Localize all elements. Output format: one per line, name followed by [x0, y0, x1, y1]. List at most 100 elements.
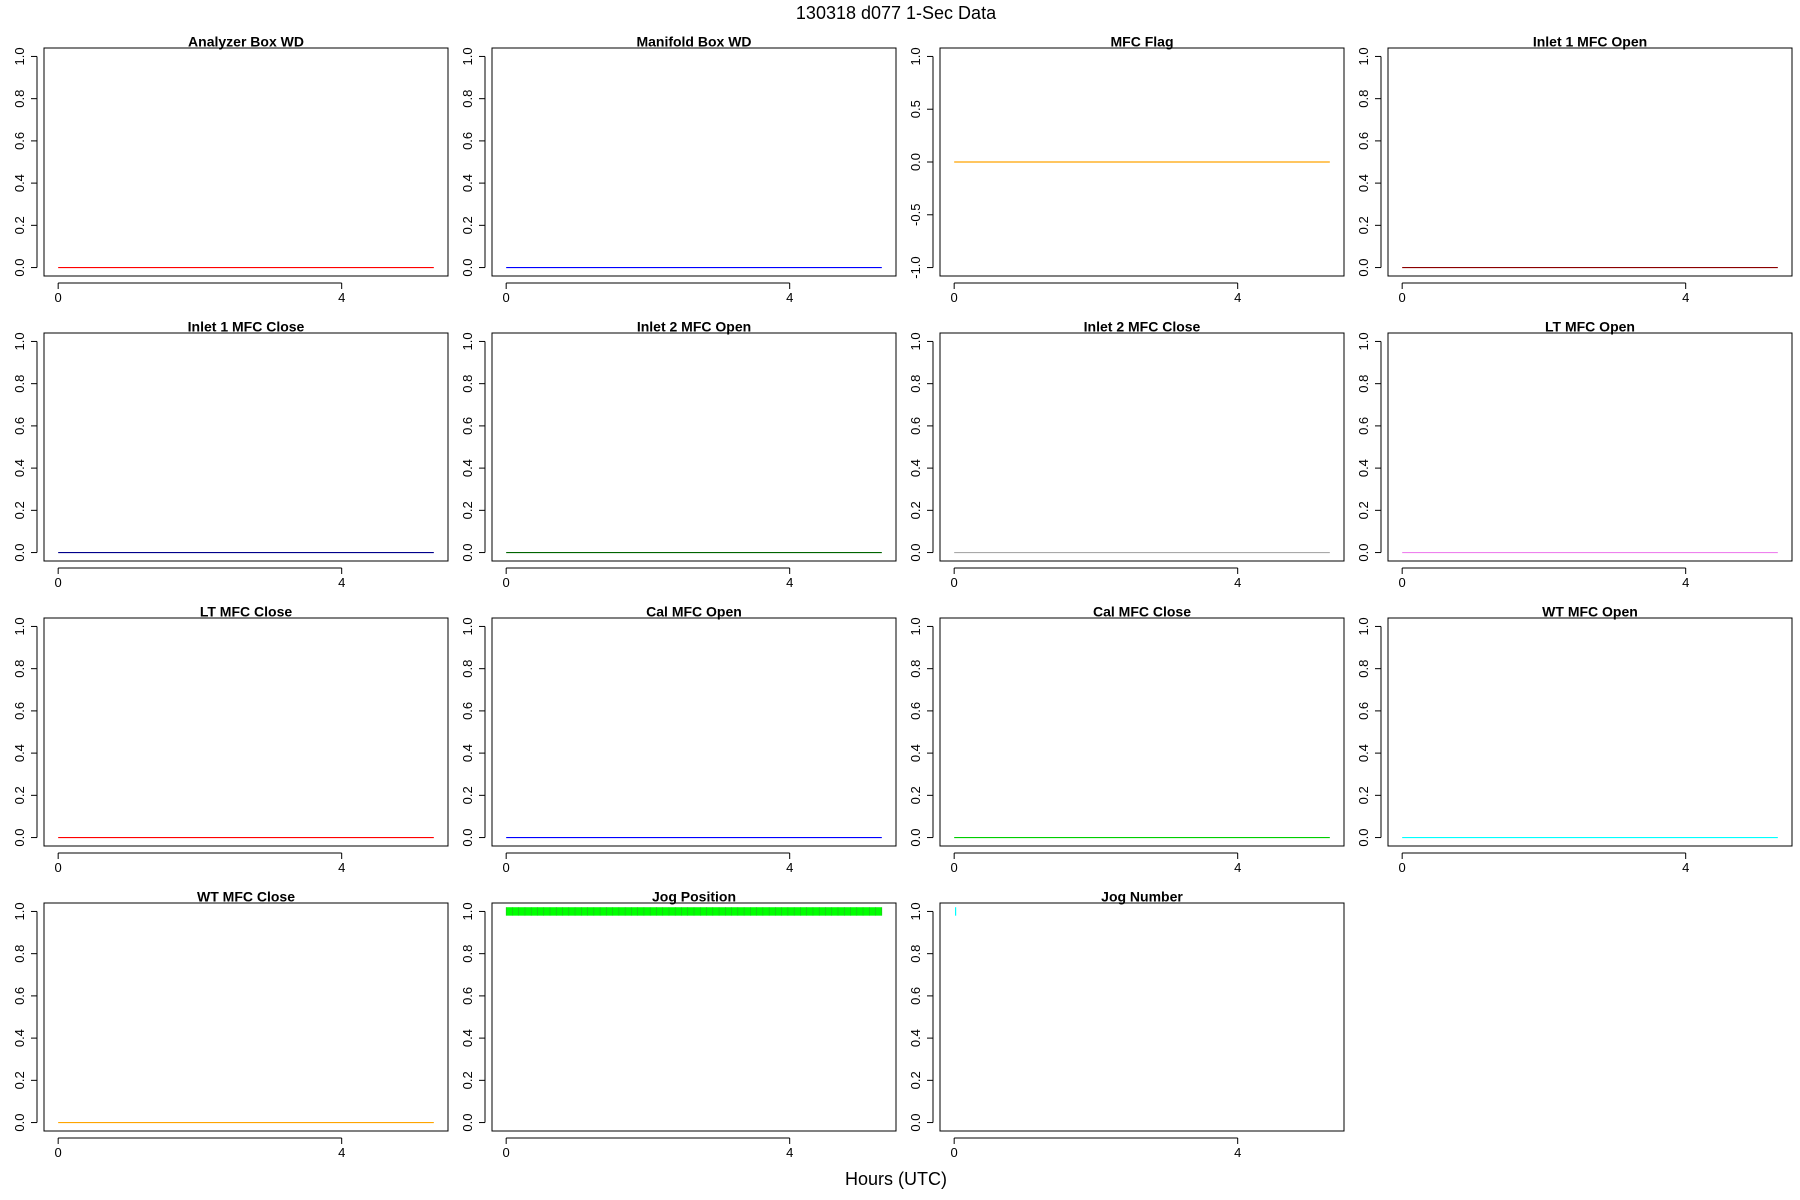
x-tick-label: 0 [951, 860, 958, 875]
y-tick-label: 0.0 [908, 544, 923, 562]
x-tick-label: 4 [1234, 860, 1241, 875]
x-tick-label: 4 [1234, 290, 1241, 305]
plot-frame [491, 47, 897, 277]
y-tick-label: 1.0 [1356, 332, 1371, 350]
y-tick-label: 0.4 [460, 174, 475, 192]
y-tick-label: 0.8 [1356, 90, 1371, 108]
panel-title: Cal MFC Open [646, 604, 742, 620]
chart-panel: Jog Position 0 4 0.0 0.2 0.4 0.6 0.8 1.0 [460, 889, 897, 1160]
y-tick-label: 1.0 [908, 332, 923, 350]
panel-title: LT MFC Open [1545, 319, 1635, 335]
x-tick-label: 4 [338, 290, 345, 305]
panel-title: Analyzer Box WD [188, 34, 304, 50]
y-tick-label: 0.2 [1356, 216, 1371, 234]
y-tick-label: 0.8 [12, 375, 27, 393]
panel-grid: Analyzer Box WD0 40.00.20.40.60.81.0Manif… [12, 34, 1793, 1160]
x-tick-label: 4 [1682, 575, 1689, 590]
chart-panel: Inlet 2 MFC Open 0 4 0.0 0.2 0.4 0.6 0.8 1.0 [460, 319, 897, 590]
y-tick-label: 0.4 [12, 174, 27, 192]
chart-panel: MFC Flag 0 4 -1.0 -0.5 0.0 0.5 1.0 [908, 34, 1345, 305]
y-tick-label: 0.4 [12, 744, 27, 762]
y-tick-label: 1.0 [12, 902, 27, 920]
y-tick-label: 0.2 [12, 216, 27, 234]
x-tick-label: 0 [503, 860, 510, 875]
chart-panel: Inlet 2 MFC Close 0 4 0.0 0.2 0.4 0.6 0.8 1.0 [908, 319, 1345, 590]
y-tick-label: 1.0 [460, 332, 475, 350]
y-tick-label: 0.0 [12, 259, 27, 277]
chart-panel: Inlet 1 MFC Close 0 4 0.0 0.2 0.4 0.6 0.8 1.0 [12, 319, 449, 590]
y-tick-label: 0.5 [908, 100, 923, 118]
plot-frame [1387, 47, 1793, 277]
plot-frame [1387, 332, 1793, 562]
chart-panel: Inlet 1 MFC Open 0 4 0.0 0.2 0.4 0.6 0.8 1.0 [1356, 34, 1793, 305]
y-tick-label: 0.4 [12, 459, 27, 477]
y-tick-label: 0.0 [460, 259, 475, 277]
y-tick-label: 0.6 [460, 987, 475, 1005]
y-tick-label: 0.8 [460, 375, 475, 393]
y-tick-label: 0.8 [460, 660, 475, 678]
y-tick-label: 0.6 [908, 987, 923, 1005]
x-tick-label: 0 [951, 575, 958, 590]
plot-frame [43, 902, 449, 1132]
y-tick-label: 0.2 [460, 501, 475, 519]
x-tick-label: 0 [55, 860, 62, 875]
y-tick-label: 0.6 [1356, 417, 1371, 435]
y-tick-label: 0.2 [12, 1071, 27, 1089]
y-tick-label: 0.6 [12, 702, 27, 720]
panel-title: Inlet 1 MFC Open [1533, 34, 1647, 50]
y-tick-label: 1.0 [908, 902, 923, 920]
y-tick-label: 1.0 [12, 617, 27, 635]
y-tick-label: 0.2 [12, 786, 27, 804]
plot-frame [1387, 617, 1793, 847]
x-tick-label: 4 [786, 860, 793, 875]
y-tick-label: 0.4 [460, 459, 475, 477]
y-tick-label: 0.4 [1356, 174, 1371, 192]
y-tick-label: 0.0 [460, 829, 475, 847]
y-tick-label: 0.6 [460, 417, 475, 435]
x-axis-label: Hours (UTC) [845, 1169, 947, 1189]
y-tick-label: 0.4 [908, 744, 923, 762]
chart-panel: WT MFC Close 0 4 0.0 0.2 0.4 0.6 0.8 1.0 [12, 889, 449, 1160]
y-tick-label: 0.4 [460, 744, 475, 762]
y-tick-label: 0.6 [908, 417, 923, 435]
y-tick-label: 1.0 [12, 332, 27, 350]
y-tick-label: -0.5 [908, 204, 923, 226]
chart-panel: Cal MFC Close 0 4 0.0 0.2 0.4 0.6 0.8 1.0 [908, 604, 1345, 875]
y-tick-label: 0.8 [12, 90, 27, 108]
y-tick-label: 1.0 [908, 47, 923, 65]
chart-panel: Jog Number 0 4 0.0 0.2 0.4 0.6 0.8 1.0 [908, 889, 1345, 1160]
x-tick-label: 4 [1682, 290, 1689, 305]
y-tick-label: 0.8 [12, 660, 27, 678]
plot-frame [939, 47, 1345, 277]
chart-panel: LT MFC Close 0 4 0.0 0.2 0.4 0.6 0.8 1.0 [12, 604, 449, 875]
y-tick-label: 0.4 [1356, 459, 1371, 477]
panel-title: WT MFC Close [197, 889, 295, 905]
y-tick-label: 0.0 [908, 829, 923, 847]
y-tick-label: 0.6 [12, 132, 27, 150]
x-tick-label: 4 [338, 1145, 345, 1160]
y-tick-label: 0.2 [908, 786, 923, 804]
y-tick-label: 0.6 [460, 702, 475, 720]
y-tick-label: 0.0 [12, 829, 27, 847]
y-tick-label: 0.0 [12, 1114, 27, 1132]
x-tick-label: 0 [1399, 575, 1406, 590]
x-tick-label: 4 [338, 860, 345, 875]
chart-panel: WT MFC Open 0 4 0.0 0.2 0.4 0.6 0.8 1.0 [1356, 604, 1793, 875]
x-tick-label: 4 [338, 575, 345, 590]
x-tick-label: 0 [951, 290, 958, 305]
y-tick-label: 0.8 [460, 90, 475, 108]
x-tick-label: 0 [503, 1145, 510, 1160]
x-tick-label: 0 [55, 290, 62, 305]
y-tick-label: 0.4 [908, 1029, 923, 1047]
x-tick-label: 0 [503, 290, 510, 305]
y-tick-label: 0.8 [1356, 660, 1371, 678]
y-tick-label: 0.8 [12, 945, 27, 963]
y-tick-label: 0.8 [908, 660, 923, 678]
plot-frame [43, 47, 449, 277]
y-tick-label: 0.0 [1356, 259, 1371, 277]
panel-title: Jog Position [652, 889, 736, 905]
y-tick-label: 0.0 [908, 153, 923, 171]
y-tick-label: 1.0 [1356, 617, 1371, 635]
x-tick-label: 0 [951, 1145, 958, 1160]
